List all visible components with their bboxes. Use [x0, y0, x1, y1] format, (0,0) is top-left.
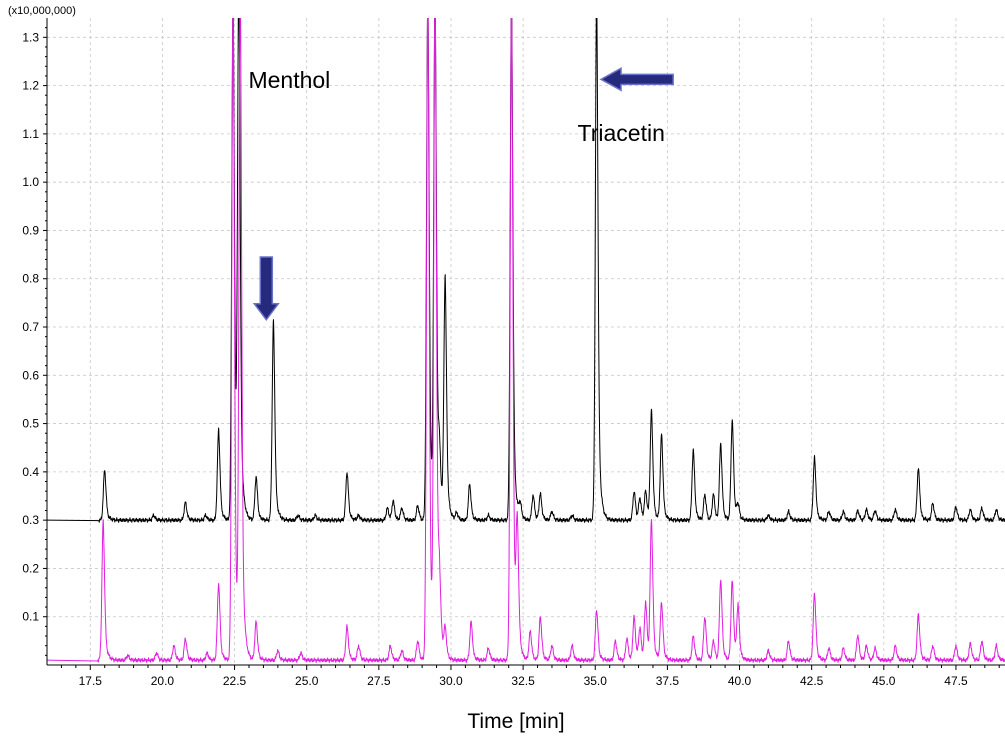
y-tick-label: 0.8	[22, 272, 39, 286]
x-tick-label: 27.5	[367, 674, 391, 688]
arrow-down-icon	[252, 256, 280, 322]
series-trace-2	[47, 18, 1005, 664]
x-tick-label: 45.0	[872, 674, 896, 688]
series-layer	[47, 18, 1005, 664]
y-tick-label: 0.7	[22, 320, 39, 334]
x-axis-label: Time [min]	[467, 710, 564, 733]
y-multiplier-label: (x10,000,000)	[8, 5, 76, 17]
grid	[47, 18, 1005, 665]
y-tick-label: 1.1	[22, 127, 39, 141]
x-tick-label: 25.0	[295, 674, 319, 688]
annotation-1: Menthol	[248, 67, 330, 93]
y-tick-label: 0.5	[22, 417, 39, 431]
y-tick-label: 1.3	[22, 30, 39, 44]
y-tick-label: 0.6	[22, 368, 39, 382]
x-tick-label: 32.5	[511, 674, 535, 688]
y-tick-label: 0.2	[22, 561, 39, 575]
arrows	[252, 67, 674, 322]
axes	[43, 18, 1005, 670]
arrow-left-icon	[599, 67, 674, 92]
y-tick-label: 1.0	[22, 175, 39, 189]
x-tick-label: 20.0	[151, 674, 175, 688]
x-tick-label: 42.5	[800, 674, 824, 688]
x-tick-label: 22.5	[223, 674, 247, 688]
x-tick-label: 17.5	[79, 674, 103, 688]
y-tick-label: 0.3	[22, 513, 39, 527]
x-tick-label: 30.0	[439, 674, 463, 688]
y-tick-label: 0.1	[22, 610, 39, 624]
x-tick-label: 35.0	[584, 674, 608, 688]
series-trace-1	[47, 18, 1005, 523]
y-tick-label: 0.9	[22, 223, 39, 237]
x-tick-label: 47.5	[944, 674, 968, 688]
y-tick-label: 1.2	[22, 79, 39, 93]
x-tick-label: 37.5	[656, 674, 680, 688]
tick-labels: 17.5 20.0 22.5 25.0 27.5 30.0 32.5 35.0 37.5 40.0…	[22, 30, 968, 688]
x-tick-label: 40.0	[728, 674, 752, 688]
annotations: Menthol Triacetin	[248, 67, 664, 146]
y-tick-label: 0.4	[22, 465, 39, 479]
annotation-2: Triacetin	[578, 120, 665, 146]
